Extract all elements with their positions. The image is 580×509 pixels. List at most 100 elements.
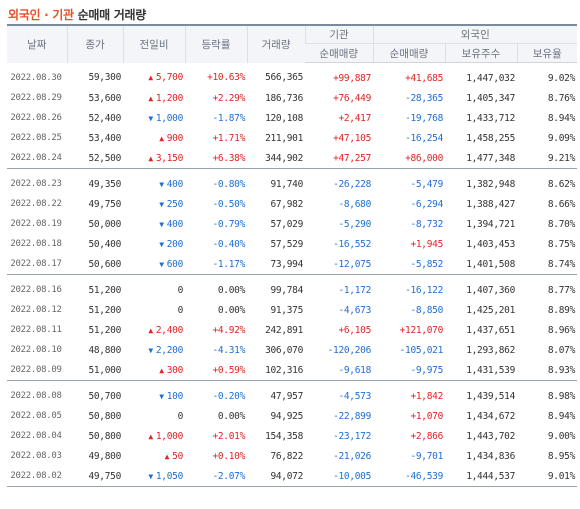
close-cell: 50,000 [88,218,121,230]
up-triangle-icon: ▲ [148,93,153,103]
down-triangle-icon: ▼ [159,239,164,249]
foreign-holdings-cell: 1,293,862 [466,344,515,356]
close-cell: 53,400 [88,132,121,144]
change-value: 0 [177,284,184,296]
foreign-net-cell: +121,070 [399,324,444,336]
change-cell: ▲ 50 [123,446,185,466]
table-row: 2022.08.10 48,800 ▼ 2,200 -4.31% 306,070 -120,… [7,340,577,360]
foreign-holdings-cell: 1,394,721 [466,218,515,230]
foreign-ratio-cell: 8.98% [547,390,575,402]
header-inst-net: 순매매량 [305,43,373,63]
header-foreign-ratio: 보유율 [516,43,577,63]
foreign-net-cell: -9,975 [410,364,443,376]
volume-cell: 67,982 [270,198,303,210]
inst-net-cell: +6,105 [338,324,371,336]
up-triangle-icon: ▲ [159,133,164,143]
foreign-net-cell: +41,685 [405,72,443,84]
down-triangle-icon: ▼ [148,113,153,123]
foreign-holdings-cell: 1,447,032 [466,72,515,84]
foreign-ratio-cell: 9.01% [547,470,575,482]
header-rate: 등락률 [184,24,247,63]
header-foreign-net: 순매매량 [372,43,445,63]
change-cell: ▲ 3,150 [123,148,185,168]
foreign-holdings-cell: 1,437,651 [466,324,515,336]
table-row: 2022.08.30 59,300 ▲ 5,700 +10.63% 566,365 +99,… [7,63,577,89]
date-cell: 2022.08.26 [10,113,62,123]
inst-net-cell: -1,172 [338,284,371,296]
title-rest: 순매매 거래량 [77,8,147,22]
table-row: 2022.08.18 50,400 ▼ 200 -0.40% 57,529 -16,552 +… [7,234,577,254]
date-cell: 2022.08.22 [10,199,62,209]
foreign-ratio-cell: 8.70% [547,218,575,230]
volume-cell: 186,736 [265,92,303,104]
rate-cell: -0.80% [212,178,245,190]
down-triangle-icon: ▼ [159,199,164,209]
rate-cell: +10.63% [207,72,245,84]
foreign-holdings-cell: 1,382,948 [466,178,515,190]
change-value: 1,050 [155,470,183,482]
group-divider [7,486,577,487]
down-triangle-icon: ▼ [148,471,153,481]
inst-net-cell: -21,026 [333,450,371,462]
inst-net-cell: -5,290 [338,218,371,230]
foreign-ratio-cell: 8.07% [547,344,575,356]
date-cell: 2022.08.19 [10,219,62,229]
foreign-ratio-cell: 8.75% [547,238,575,250]
divider-line [7,168,577,169]
table-row: 2022.08.26 52,400 ▼ 1,000 -1.87% 120,108 +2,41… [7,108,577,128]
table-row: 2022.08.17 50,600 ▼ 600 -1.17% 73,994 -12,075-… [7,254,577,274]
table-row: 2022.08.16 51,200 0 0.00% 99,784 -1,172 -16,12… [7,275,577,301]
volume-cell: 94,925 [270,410,303,422]
date-cell: 2022.08.11 [10,325,62,335]
foreign-ratio-cell: 8.74% [547,258,575,270]
foreign-holdings-cell: 1,434,836 [466,450,515,462]
change-value: 400 [166,218,184,230]
inst-net-cell: -120,206 [327,344,372,356]
header-volume: 거래량 [246,24,305,63]
change-cell: ▲ 2,400 [123,320,185,340]
table-row: 2022.08.19 50,000 ▼ 400 -0.79% 57,029 -5,290 -8… [7,214,577,234]
down-triangle-icon: ▼ [148,345,153,355]
foreign-net-cell: -5,479 [410,178,443,190]
close-cell: 59,300 [88,72,121,84]
foreign-ratio-cell: 8.96% [547,324,575,336]
header-date: 날짜 [7,24,67,63]
change-cell: ▲ 1,200 [123,88,185,108]
close-cell: 49,750 [88,198,121,210]
change-cell: ▼ 100 [123,381,185,407]
foreign-ratio-cell: 8.66% [547,198,575,210]
table-row: 2022.08.08 50,700 ▼ 100 -0.20% 47,957 -4,573 +1… [7,381,577,407]
volume-cell: 76,822 [270,450,303,462]
date-cell: 2022.08.24 [10,153,62,163]
change-value: 1,000 [155,430,183,442]
close-cell: 51,200 [88,324,121,336]
header-close: 종가 [66,24,123,63]
foreign-net-cell: -46,539 [405,470,443,482]
foreign-ratio-cell: 9.09% [547,132,575,144]
table-row: 2022.08.05 50,800 0 0.00% 94,925 -22,899 +1,07… [7,406,577,426]
change-value: 900 [166,132,184,144]
table-row: 2022.08.24 52,500 ▲ 3,150 +6.38% 344,902 +47,2… [7,148,577,168]
table-row: 2022.08.29 53,600 ▲ 1,200 +2.29% 186,736 +76,4… [7,88,577,108]
rate-cell: -0.79% [212,218,245,230]
change-cell: 0 [123,406,185,426]
foreign-ratio-cell: 8.94% [547,112,575,124]
close-cell: 50,800 [88,430,121,442]
foreign-ratio-cell: 9.00% [547,430,575,442]
volume-cell: 57,529 [270,238,303,250]
inst-net-cell: +99,887 [333,72,371,84]
foreign-ratio-cell: 8.95% [547,450,575,462]
volume-cell: 344,902 [265,152,303,164]
rate-cell: -1.87% [212,112,245,124]
change-cell: ▼ 400 [123,169,185,195]
foreign-holdings-cell: 1,401,508 [466,258,515,270]
header-foreign-holdings: 보유주수 [444,43,517,63]
date-cell: 2022.08.17 [10,259,62,269]
foreign-ratio-cell: 8.62% [547,178,575,190]
rate-cell: -0.20% [212,390,245,402]
foreign-net-cell: -9,701 [410,450,443,462]
inst-net-cell: -10,005 [333,470,371,482]
change-cell: ▼ 1,000 [123,108,185,128]
foreign-net-cell: -16,254 [405,132,443,144]
rate-cell: +1.71% [212,132,245,144]
